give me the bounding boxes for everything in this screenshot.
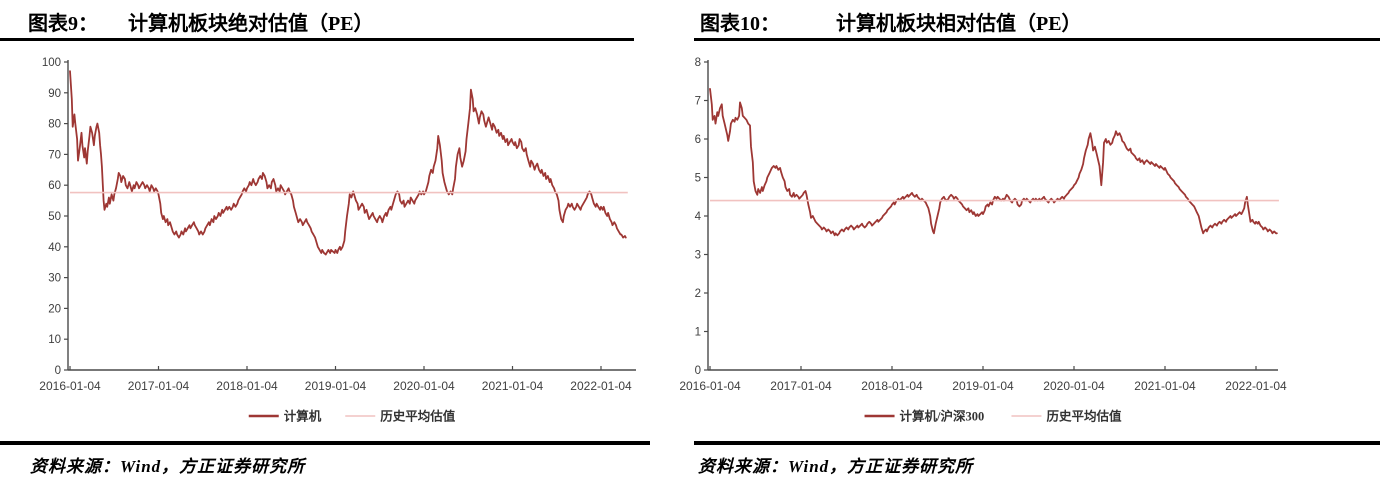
y-tick-label: 70 — [48, 149, 61, 161]
legend-item: 历史平均估值 — [1011, 409, 1122, 424]
y-tick-label: 0 — [695, 365, 701, 377]
y-tick-label: 50 — [48, 211, 61, 223]
figure-title: 计算机板块相对估值（PE） — [836, 13, 1082, 35]
x-tick-label: 2022-01-04 — [1225, 379, 1287, 393]
divider-rule-bottom — [0, 441, 650, 445]
y-tick-label: 1 — [695, 327, 701, 339]
x-tick-label: 2018-01-04 — [216, 379, 278, 393]
figure-title: 计算机板块绝对估值（PE） — [128, 13, 374, 35]
divider-rule-top — [0, 38, 634, 41]
legend-item: 计算机/沪深300 — [864, 409, 985, 424]
x-tick-label: 2019-01-04 — [305, 379, 367, 393]
legend-label: 计算机 — [284, 409, 322, 424]
divider-rule-top — [694, 38, 1380, 41]
y-tick-label: 2 — [695, 288, 701, 300]
figure-panel-10: 图表10： 计算机板块相对估值（PE） 0 1 2 3 4 5 6 7 8 2016-01-04 20… — [680, 0, 1380, 488]
pe-relative-line-chart: 0 1 2 3 4 5 6 7 8 2016-01-04 2017-01-04 2018-01-04 2… — [680, 57, 1287, 424]
figure-label: 图表9： — [28, 13, 98, 35]
y-tick-label: 10 — [48, 334, 61, 346]
x-tick-label: 2020-01-04 — [393, 379, 455, 393]
y-tick-label: 100 — [42, 57, 61, 69]
y-tick-label: 4 — [695, 211, 702, 223]
x-tick-label: 2017-01-04 — [770, 379, 832, 393]
pe-series-line — [69, 70, 627, 256]
legend-label: 历史平均估值 — [380, 409, 456, 424]
data-source-note: 资料来源：Wind，方正证券研究所 — [698, 457, 974, 476]
legend-item: 计算机 — [248, 409, 322, 424]
y-tick-label: 0 — [55, 365, 61, 377]
figure-header: 图表9： 计算机板块绝对估值（PE） — [28, 7, 374, 36]
pe-series-line — [709, 88, 1278, 237]
x-tick-label: 2016-01-04 — [680, 379, 741, 393]
y-tick-label: 7 — [695, 96, 701, 108]
y-tick-label: 90 — [48, 88, 61, 100]
y-tick-label: 3 — [695, 250, 701, 262]
data-source-note: 资料来源：Wind，方正证券研究所 — [30, 457, 306, 476]
legend-label: 历史平均估值 — [1046, 409, 1122, 424]
y-tick-label: 40 — [48, 242, 61, 254]
x-tick-label: 2021-01-04 — [1134, 379, 1196, 393]
figure-header: 图表10： 计算机板块相对估值（PE） — [700, 7, 1082, 36]
divider-rule-bottom — [694, 441, 1380, 445]
y-tick-label: 6 — [695, 134, 701, 146]
y-tick-label: 60 — [48, 180, 61, 192]
legend-item: 历史平均估值 — [345, 409, 456, 424]
figure-panel-9: 图表9： 计算机板块绝对估值（PE） 0 10 20 30 40 50 60 70 80 90 100… — [0, 7, 650, 476]
x-tick-label: 2017-01-04 — [128, 379, 190, 393]
x-tick-label: 2020-01-04 — [1043, 379, 1105, 393]
x-tick-label: 2019-01-04 — [952, 379, 1014, 393]
x-tick-label: 2021-01-04 — [482, 379, 544, 393]
legend-label: 计算机/沪深300 — [900, 409, 985, 424]
y-tick-label: 5 — [695, 173, 701, 185]
y-tick-label: 8 — [695, 57, 701, 69]
x-tick-label: 2018-01-04 — [861, 379, 923, 393]
y-tick-label: 30 — [48, 273, 61, 285]
pe-absolute-line-chart: 0 10 20 30 40 50 60 70 80 90 100 2016-01-04 2017-01-… — [39, 57, 636, 424]
x-tick-label: 2022-01-04 — [570, 379, 632, 393]
figure-label: 图表10： — [700, 13, 780, 35]
y-tick-label: 20 — [48, 303, 61, 315]
y-tick-label: 80 — [48, 119, 61, 131]
x-tick-label: 2016-01-04 — [39, 379, 101, 393]
